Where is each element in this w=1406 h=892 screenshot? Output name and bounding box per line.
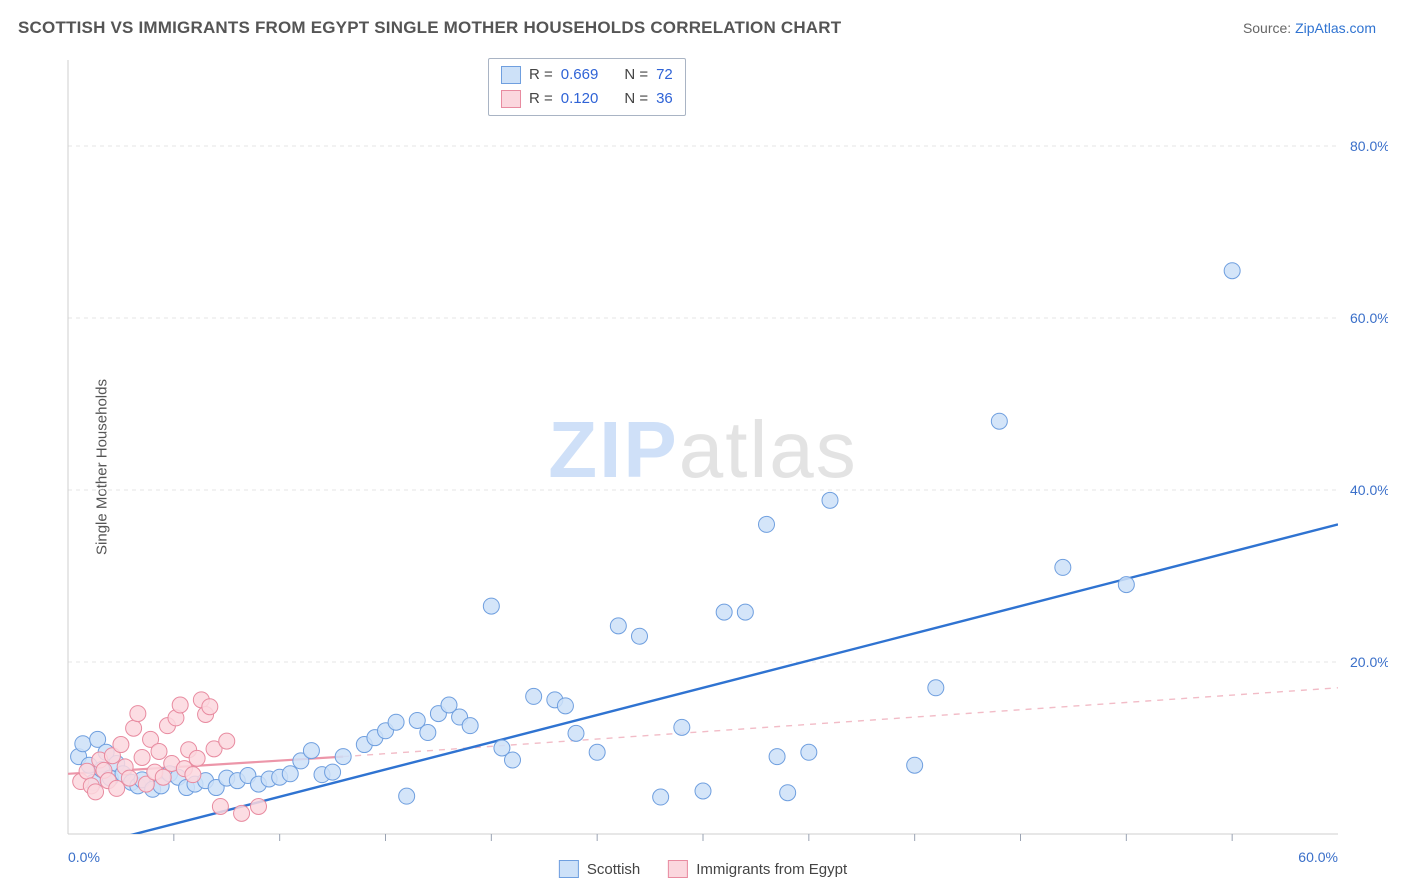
source-link[interactable]: ZipAtlas.com bbox=[1295, 20, 1376, 36]
swatch-scottish bbox=[559, 860, 579, 878]
legend-item-egypt: Immigrants from Egypt bbox=[668, 860, 847, 878]
stats-row-scottish: R =0.669N =72 bbox=[501, 63, 673, 87]
legend-bottom: Scottish Immigrants from Egypt bbox=[559, 860, 847, 878]
swatch-egypt bbox=[501, 90, 521, 108]
swatch-scottish bbox=[501, 66, 521, 84]
legend-label-egypt: Immigrants from Egypt bbox=[696, 861, 847, 878]
swatch-egypt bbox=[668, 860, 688, 878]
chart-area: Single Mother Households ZIPatlas 20.0%4… bbox=[18, 52, 1388, 882]
svg-text:60.0%: 60.0% bbox=[1350, 310, 1388, 326]
stats-row-egypt: R =0.120N =36 bbox=[501, 87, 673, 111]
page-title: SCOTTISH VS IMMIGRANTS FROM EGYPT SINGLE… bbox=[18, 18, 841, 38]
legend-label-scottish: Scottish bbox=[587, 861, 640, 878]
scatter-plot: 20.0% 40.0% 60.0% 80.0% 0.0% 60.0% bbox=[18, 52, 1388, 882]
svg-text:20.0%: 20.0% bbox=[1350, 654, 1388, 670]
legend-item-scottish: Scottish bbox=[559, 860, 640, 878]
source-label: Source: bbox=[1243, 20, 1291, 36]
svg-text:60.0%: 60.0% bbox=[1298, 849, 1338, 865]
svg-text:0.0%: 0.0% bbox=[68, 849, 100, 865]
svg-text:80.0%: 80.0% bbox=[1350, 138, 1388, 154]
source-note: Source: ZipAtlas.com bbox=[1243, 20, 1376, 36]
stats-legend-box: R =0.669N =72R =0.120N =36 bbox=[488, 58, 686, 116]
svg-text:40.0%: 40.0% bbox=[1350, 482, 1388, 498]
